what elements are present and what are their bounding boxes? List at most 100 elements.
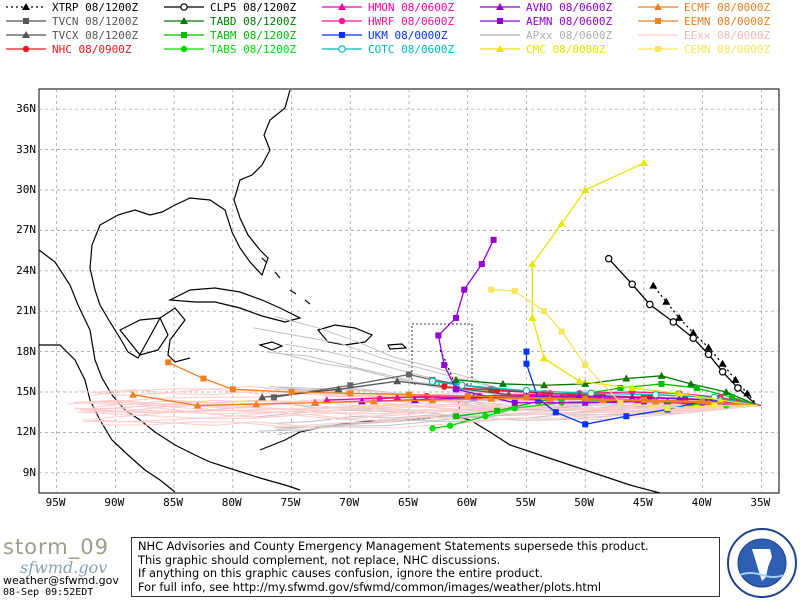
- legend-label: NHC 08/0900Z: [52, 42, 132, 56]
- lon-label: 70W: [339, 496, 360, 509]
- xtrp-marker: [689, 328, 698, 336]
- sfwmd-seal-icon: [727, 528, 797, 598]
- aemn-marker: [435, 332, 442, 339]
- legend-item: AVNO 08/0600Z: [478, 0, 613, 14]
- tabd-marker: [540, 381, 549, 389]
- legend-label: HMON 08/0600Z: [368, 0, 455, 14]
- model-tracks: [128, 159, 762, 432]
- xtrp-marker: [662, 297, 671, 305]
- legend-swatch: [638, 34, 678, 36]
- timestamp: 08-Sep 09:52EDT: [3, 587, 94, 598]
- lon-label: 65W: [398, 496, 418, 509]
- hmon-marker: [322, 396, 331, 404]
- legend-item: AEMN 08/0600Z: [478, 15, 612, 28]
- watch-box: [411, 323, 473, 385]
- legend-swatch: [480, 34, 520, 36]
- lon-label: 90W: [104, 496, 125, 509]
- cmc-marker: [540, 354, 549, 362]
- tabd-marker: [451, 375, 460, 383]
- legend-swatch: [6, 3, 46, 10]
- legend-item: XTRP 08/1200Z: [4, 1, 138, 14]
- aemn-marker: [461, 286, 468, 293]
- avno-marker: [358, 397, 367, 405]
- aemn-marker: [478, 261, 485, 268]
- tvcx-marker: [258, 393, 267, 401]
- legend-marker: [655, 46, 661, 52]
- disclaimer-line: If anything on this graphic causes confu…: [138, 566, 543, 580]
- cmc-marker: [528, 313, 537, 321]
- tabs-marker: [446, 422, 454, 429]
- clp5-marker: [734, 384, 742, 392]
- yucatan: [119, 317, 169, 356]
- tabd-marker: [498, 379, 507, 387]
- cotc-marker: [587, 389, 595, 398]
- mainland-coast: [89, 89, 291, 363]
- legend-swatch: [164, 17, 204, 24]
- legend-swatch: [322, 3, 362, 10]
- ecmf-marker: [428, 396, 437, 404]
- aemn-marker: [452, 386, 459, 393]
- cmc-marker: [716, 396, 725, 404]
- ukm-marker: [582, 421, 589, 428]
- xtrp-marker: [704, 343, 713, 351]
- legend-item: HWRF 08/0600Z: [320, 14, 455, 28]
- legend-item: EEMN 08/0000Z: [636, 15, 770, 28]
- legend-item: COTC 08/0600Z: [320, 42, 455, 56]
- lat-label: 15N: [16, 385, 36, 398]
- puerto-rico: [387, 343, 408, 350]
- legend-marker: [496, 3, 504, 10]
- legend-swatch: [480, 45, 520, 52]
- legend-item: CLP5 08/1200Z: [162, 1, 296, 14]
- eexx-track: [82, 404, 762, 427]
- legend-marker: [338, 3, 346, 10]
- lon-label: 80W: [221, 496, 242, 509]
- eemn-marker: [229, 386, 236, 393]
- eemn-track: [167, 361, 758, 407]
- lat-label: 36N: [16, 102, 36, 116]
- ecmf-marker: [193, 401, 202, 409]
- cmc-marker: [528, 260, 537, 268]
- legend-label: EExx 08/0000Z: [684, 28, 771, 42]
- legend-item: TVCN 08/1200Z: [4, 15, 138, 28]
- legend-label: CEMN 08/0000Z: [684, 42, 771, 56]
- lat-label: 33N: [16, 142, 36, 156]
- eemn-marker: [699, 398, 706, 405]
- legend-label: COTC 08/0600Z: [368, 42, 455, 56]
- legend-label: TVCX 08/1200Z: [52, 28, 139, 42]
- clp5-marker: [604, 254, 613, 263]
- legend-swatch: [480, 3, 520, 10]
- eemn-marker: [523, 394, 530, 401]
- legend-label: HWRF 08/0600Z: [368, 14, 455, 28]
- legend-marker: [181, 32, 187, 38]
- avno-marker: [410, 396, 419, 404]
- disclaimer-line: NHC Advisories and County Emergency Mana…: [138, 539, 649, 553]
- tabd-marker: [581, 379, 590, 387]
- legend-label: AVNO 08/0600Z: [526, 0, 613, 14]
- legend-swatch: [6, 45, 46, 53]
- legend-swatch: [480, 18, 520, 24]
- legend-swatch: [322, 45, 362, 53]
- clp5-marker: [669, 318, 678, 326]
- legend-label: ECMF 08/0000Z: [684, 0, 771, 14]
- cmc-marker: [639, 159, 648, 167]
- legend-marker: [180, 3, 188, 11]
- clp5-marker: [628, 280, 636, 289]
- legend-swatch: [164, 32, 204, 38]
- tvcn-marker: [488, 386, 495, 393]
- lat-label: 24N: [16, 263, 36, 277]
- legend-marker: [180, 45, 188, 53]
- eexx-track: [74, 402, 762, 414]
- tvcx-marker: [393, 377, 402, 385]
- legend-label: APxx 08/0600Z: [526, 28, 613, 42]
- legend-swatch: [322, 32, 362, 38]
- cotc-marker: [458, 381, 466, 390]
- xtrp-marker: [675, 313, 684, 321]
- legend-swatch: [164, 3, 204, 11]
- eemn-marker: [165, 359, 172, 366]
- ecmf-track: [132, 394, 758, 407]
- legend-marker: [339, 32, 345, 38]
- legend-marker: [22, 45, 30, 53]
- lon-label: 40W: [691, 496, 712, 509]
- eemn-marker: [347, 390, 354, 397]
- cmc-marker: [557, 219, 566, 227]
